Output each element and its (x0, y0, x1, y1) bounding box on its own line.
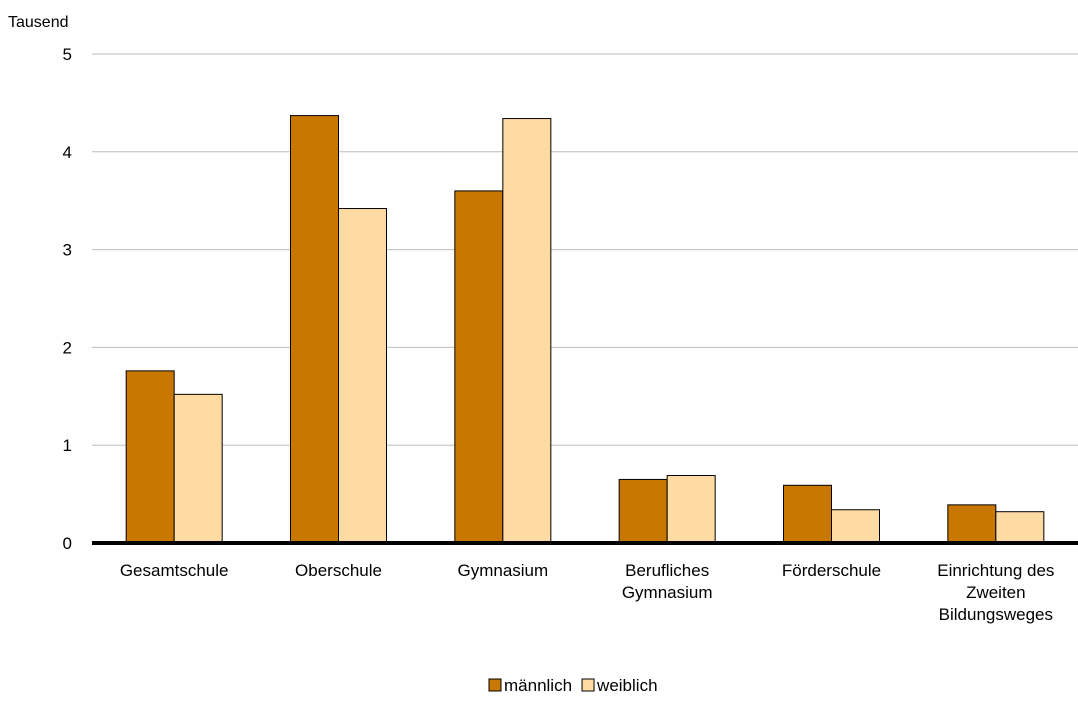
bar-männlich-3 (618, 478, 668, 544)
bar-männlich-2 (454, 190, 504, 544)
bar-weiblich-2 (502, 118, 552, 544)
bar-männlich-4 (783, 484, 832, 544)
y-tick-label: 4 (63, 143, 72, 162)
bar-männlich-1 (290, 115, 339, 544)
legend-swatch-männlich (488, 678, 502, 692)
legend-label: männlich (504, 676, 572, 695)
y-tick-label: 3 (63, 241, 72, 260)
bar-weiblich-4 (831, 509, 880, 544)
category-label-line: Bildungsweges (939, 605, 1053, 624)
bar-weiblich-1 (338, 208, 387, 544)
category-labels: Gesamtschule Oberschule Gymnasium Beruflich… (120, 561, 1055, 624)
y-axis-unit-label: Tausend (8, 14, 69, 31)
category-label: Gymnasium (457, 561, 548, 580)
bar-männlich-0 (125, 370, 175, 544)
category-label-line: Einrichtung des (937, 561, 1054, 580)
y-tick-label: 0 (63, 534, 72, 553)
legend-swatch-weiblich (581, 678, 595, 692)
bar-weiblich-5 (995, 511, 1045, 544)
legend: männlich weiblich (488, 676, 658, 695)
category-label: Einrichtung des Zweiten Bildungsweges (937, 561, 1054, 624)
category-label: Förderschule (782, 561, 881, 580)
category-label-line: Gymnasium (457, 561, 548, 580)
bar-weiblich-3 (666, 475, 716, 544)
category-label-line: Förderschule (782, 561, 881, 580)
y-axis-ticks: 0 1 2 3 4 5 (63, 45, 72, 553)
category-label-line: Gesamtschule (120, 561, 229, 580)
category-label: Oberschule (295, 561, 382, 580)
category-label-line: Oberschule (295, 561, 382, 580)
gridlines (92, 53, 1078, 446)
bar-weiblich-0 (173, 393, 223, 544)
legend-label: weiblich (596, 676, 657, 695)
category-label-line: Zweiten (966, 583, 1026, 602)
category-label-line: Berufliches (625, 561, 709, 580)
y-tick-label: 1 (63, 436, 72, 455)
y-tick-label: 5 (63, 45, 72, 64)
bar-männlich-5 (947, 504, 997, 544)
y-tick-label: 2 (63, 338, 72, 357)
category-label: Gesamtschule (120, 561, 229, 580)
category-label: Berufliches Gymnasium (622, 561, 713, 602)
category-label-line: Gymnasium (622, 583, 713, 602)
bars (125, 115, 1045, 544)
